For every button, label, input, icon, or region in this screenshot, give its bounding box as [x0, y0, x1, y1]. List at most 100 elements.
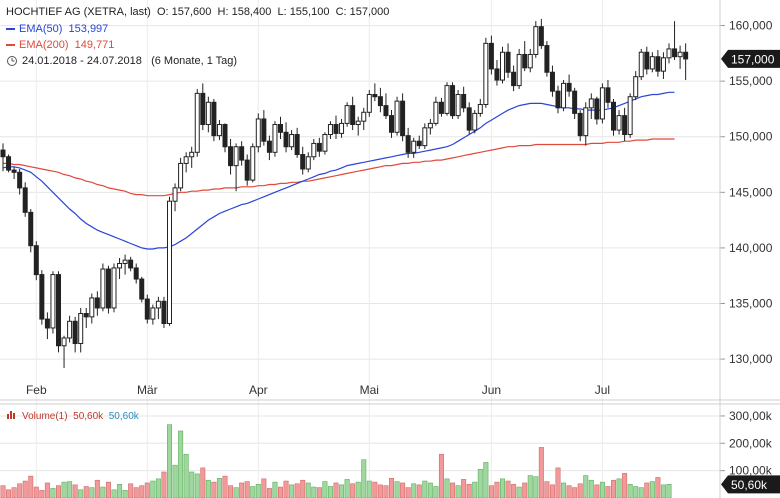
chart-title-row: HOCHTIEF AG (XETRA, last) O: 157,600 H: …: [6, 6, 389, 18]
volume-bar: [22, 480, 28, 498]
candle-down: [672, 48, 678, 58]
candle-up: [599, 87, 605, 120]
candle-down: [128, 259, 134, 269]
candle-up: [483, 42, 489, 106]
candle-up: [527, 53, 533, 69]
candle-down: [372, 93, 378, 98]
volume-bar: [411, 483, 417, 498]
candle-down: [22, 187, 28, 213]
volume-bar: [622, 473, 628, 498]
volume-bar: [322, 481, 328, 498]
volume-bars: [0, 424, 672, 498]
volume-bar: [599, 481, 605, 498]
candle-up: [472, 112, 478, 131]
price-tick-label: 150,000: [729, 130, 773, 144]
candle-down: [211, 101, 217, 137]
volume-bar: [522, 482, 528, 498]
candle-up: [155, 300, 161, 309]
ema50-swatch: [6, 28, 15, 31]
price-tick-label: 140,000: [729, 241, 773, 255]
candle-down: [538, 26, 544, 47]
candle-down: [511, 71, 517, 87]
volume-bar: [183, 453, 189, 498]
clock-icon: [7, 56, 17, 66]
volume-bar: [305, 482, 311, 498]
volume-legend: Volume(1) 50,60k 50,60k: [22, 411, 139, 422]
candle-up: [366, 93, 372, 113]
volume-bar: [660, 484, 666, 498]
candle-up: [677, 51, 683, 58]
price-badge-bg: [721, 49, 780, 68]
candle-up: [344, 105, 350, 124]
volume-bar: [55, 485, 61, 498]
candle-down: [56, 274, 61, 347]
volume-bar: [483, 462, 489, 498]
candle-down: [522, 53, 528, 69]
candle-up: [361, 111, 367, 122]
candle-down: [377, 96, 383, 107]
candle-up: [355, 120, 361, 126]
candle-up: [194, 92, 200, 153]
volume-bar: [350, 483, 356, 498]
candle-down: [261, 118, 267, 142]
volume-bar: [438, 453, 444, 498]
candle-down: [28, 211, 34, 247]
chart-title: HOCHTIEF AG (XETRA, last): [6, 6, 151, 18]
candle-up: [433, 101, 439, 124]
volume-bar: [361, 459, 367, 498]
price-badge-text: 157,000: [731, 52, 775, 66]
candle-up: [455, 93, 461, 117]
candle-down: [316, 142, 322, 152]
candle-down: [200, 92, 206, 126]
volume-bar: [294, 483, 300, 498]
volume-bar: [205, 479, 211, 498]
volume-bar: [638, 487, 644, 498]
volume-bar: [150, 480, 156, 498]
volume-bar: [11, 487, 17, 498]
candle-down: [383, 105, 389, 117]
volume-bar: [266, 488, 272, 498]
month-label: Mai: [360, 383, 379, 397]
ema50-value: 153,997: [68, 23, 109, 35]
volume-bar: [289, 484, 295, 498]
volume-bar: [400, 482, 406, 498]
candle-down: [350, 105, 356, 126]
candle-down: [333, 124, 339, 134]
volume-value-1: 50,60k: [73, 411, 104, 422]
candle-down: [644, 51, 650, 70]
volume-bar: [561, 482, 567, 498]
volume-bar: [277, 486, 283, 498]
volume-bar: [50, 488, 56, 498]
volume-bar: [583, 475, 589, 498]
volume-bar: [316, 487, 322, 498]
volume-bar: [394, 481, 400, 498]
candle-down: [488, 42, 494, 70]
candle-up: [444, 85, 450, 114]
candle-down: [683, 51, 689, 60]
candle-up: [100, 268, 106, 309]
month-label: Feb: [26, 383, 47, 397]
volume-bar: [239, 482, 245, 498]
volume-bar: [422, 480, 428, 498]
price-tick-label: 145,000: [729, 185, 773, 199]
volume-bar: [222, 475, 228, 498]
volume-badge-bg: [721, 475, 780, 494]
volume-bar: [466, 484, 472, 498]
candle-down: [466, 107, 472, 131]
volume-bar: [6, 489, 12, 498]
volume-bar: [616, 478, 622, 498]
volume-bar: [117, 484, 123, 498]
candle-up: [516, 53, 522, 87]
volume-bar: [566, 485, 572, 498]
volume-bar: [111, 489, 117, 498]
ema50-line: [2, 91, 675, 250]
volume-bar: [372, 481, 378, 498]
candle-down: [461, 93, 467, 109]
candle-down: [139, 278, 145, 300]
price-tick-label: 135,000: [729, 297, 773, 311]
volume-bar: [649, 481, 655, 498]
volume-bar: [178, 430, 184, 498]
volume-bar-icon: [7, 411, 15, 419]
price-tick-label: 130,000: [729, 352, 773, 366]
price-tick-labels: 130,000 135,000 140,000 145,000 150,000 155,0…: [729, 19, 773, 367]
